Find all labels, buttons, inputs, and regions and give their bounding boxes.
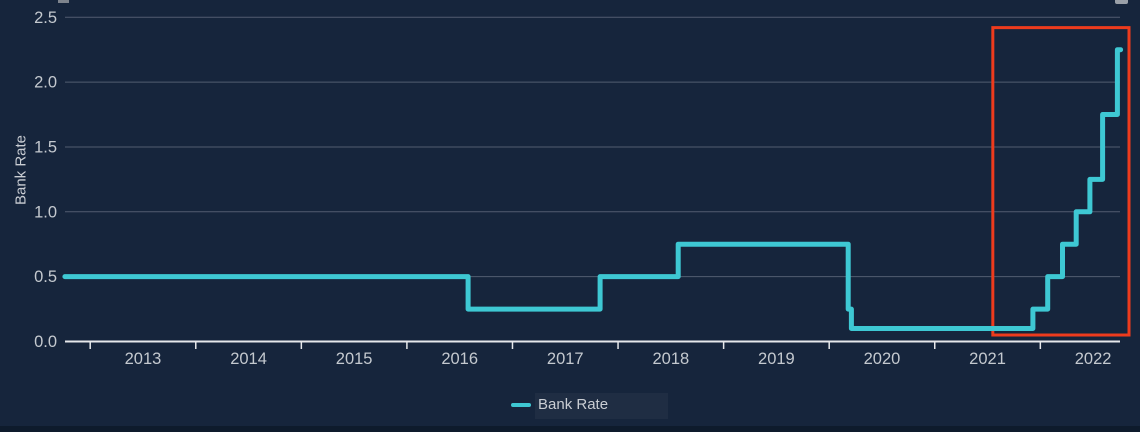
y-tick-label: 1.5 xyxy=(34,138,57,156)
context-menu-icon-cropped[interactable] xyxy=(1115,0,1128,4)
legend-item-bank-rate[interactable]: Bank Rate xyxy=(511,396,608,413)
legend-highlight xyxy=(535,393,668,419)
x-tick-label: 2013 xyxy=(125,350,162,368)
bank-rate-series-line[interactable] xyxy=(62,47,1124,331)
cropped-text-artifact xyxy=(58,0,69,3)
x-tick-label: 2020 xyxy=(864,350,901,368)
x-tick-label: 2021 xyxy=(969,350,1006,368)
bottom-edge-strip xyxy=(0,426,1140,432)
legend-label: Bank Rate xyxy=(538,396,609,413)
x-tick-label: 2014 xyxy=(230,350,267,368)
x-tick-label: 2016 xyxy=(441,350,478,368)
legend-swatch-icon xyxy=(511,402,531,407)
annotation-rect xyxy=(991,26,1131,337)
y-tick-label: 1.0 xyxy=(34,203,57,221)
y-tick-label: 0.0 xyxy=(34,333,57,351)
x-tick-label: 2017 xyxy=(547,350,584,368)
y-tick-label: 2.0 xyxy=(34,74,57,92)
x-tick-label: 2015 xyxy=(336,350,373,368)
y-tick-label: 0.5 xyxy=(34,268,57,286)
y-tick-label: 2.5 xyxy=(34,9,57,27)
x-tick-label: 2019 xyxy=(758,350,795,368)
y-axis-title: Bank Rate xyxy=(12,134,30,206)
x-tick-label: 2018 xyxy=(652,350,689,368)
x-tick-label: 2022 xyxy=(1075,350,1112,368)
